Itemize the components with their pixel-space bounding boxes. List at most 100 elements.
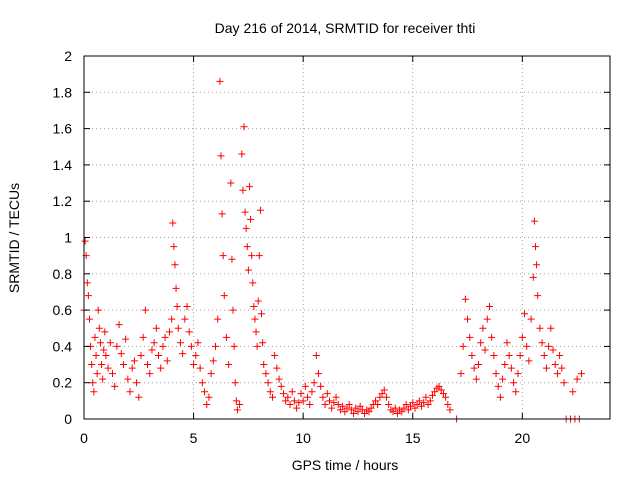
data-point — [494, 382, 502, 390]
data-point — [382, 393, 390, 401]
data-point — [488, 333, 496, 341]
y-tick-label: 1.4 — [53, 157, 73, 173]
data-point — [439, 390, 447, 398]
data-point — [347, 406, 355, 414]
data-point — [227, 179, 235, 187]
data-point — [418, 402, 426, 410]
data-point — [99, 375, 107, 383]
data-point — [179, 350, 187, 358]
x-tick-labels: 0 5 10 15 20 — [80, 430, 530, 446]
data-point — [470, 364, 478, 372]
data-point — [499, 375, 507, 383]
data-point — [95, 324, 103, 332]
x-tick-label: 10 — [295, 430, 311, 446]
data-point — [266, 388, 274, 396]
data-point — [232, 397, 240, 405]
data-point — [89, 379, 97, 387]
y-tick-label: 1 — [64, 230, 72, 246]
data-point — [479, 324, 487, 332]
data-point — [122, 335, 130, 343]
data-point — [212, 342, 219, 350]
data-point — [325, 397, 333, 405]
data-point — [277, 382, 285, 390]
data-point — [119, 361, 127, 369]
data-point — [205, 393, 213, 401]
data-point — [295, 399, 303, 407]
data-point — [376, 393, 384, 401]
data-point — [242, 224, 250, 232]
data-point — [321, 400, 329, 408]
data-point — [128, 364, 136, 372]
data-point — [477, 339, 485, 347]
data-point — [98, 361, 106, 369]
data-point — [262, 370, 270, 378]
data-point — [371, 397, 379, 405]
data-point — [190, 361, 198, 369]
data-point — [459, 342, 467, 350]
x-tick-label: 5 — [190, 430, 198, 446]
data-point — [284, 393, 292, 401]
data-point — [527, 315, 535, 323]
data-point — [173, 302, 181, 310]
data-point — [514, 370, 522, 378]
data-point — [201, 388, 209, 396]
data-point — [547, 324, 555, 332]
data-point — [258, 310, 266, 318]
y-tick-label: 1.8 — [53, 84, 73, 100]
data-point — [352, 404, 360, 412]
data-point — [420, 399, 428, 407]
data-point — [534, 292, 542, 300]
data-point — [496, 393, 504, 401]
data-point — [233, 406, 241, 414]
data-point — [444, 400, 452, 408]
data-point — [248, 252, 256, 260]
data-point — [530, 217, 538, 225]
data-point — [560, 379, 568, 387]
y-tick-label: 2 — [64, 48, 72, 64]
data-point — [165, 328, 173, 336]
data-point — [253, 342, 261, 350]
data-point — [96, 339, 104, 347]
data-point — [428, 391, 436, 399]
data-point — [573, 375, 581, 383]
data-point — [152, 324, 160, 332]
data-point — [404, 406, 412, 414]
data-point — [228, 255, 236, 263]
data-point — [461, 295, 469, 303]
data-point — [240, 123, 248, 131]
data-point — [101, 328, 109, 336]
y-tick-label: 0.2 — [53, 375, 73, 391]
data-point — [245, 183, 253, 191]
data-point — [254, 297, 262, 305]
data-point — [159, 342, 167, 350]
data-point — [91, 333, 99, 341]
data-point — [415, 397, 423, 405]
data-point — [356, 402, 364, 410]
data-point — [361, 410, 369, 418]
data-point — [207, 370, 215, 378]
data-point — [507, 364, 515, 372]
data-point — [531, 243, 539, 251]
data-point — [391, 404, 399, 412]
data-point — [250, 302, 258, 310]
data-point — [264, 379, 272, 387]
data-point — [217, 152, 225, 160]
data-point — [551, 361, 559, 369]
data-point — [220, 292, 228, 300]
data-point — [139, 333, 147, 341]
data-point — [90, 388, 98, 396]
data-point — [578, 370, 586, 378]
data-point — [247, 215, 255, 223]
data-point — [328, 404, 336, 412]
data-point — [104, 364, 112, 372]
data-point — [472, 375, 480, 383]
data-point — [174, 324, 182, 332]
data-point — [209, 357, 217, 365]
data-point — [385, 400, 393, 408]
data-point — [483, 315, 491, 323]
data-point — [133, 379, 141, 387]
data-point — [249, 279, 257, 287]
data-point — [569, 388, 577, 396]
data-point — [553, 370, 561, 378]
data-point — [185, 328, 193, 336]
